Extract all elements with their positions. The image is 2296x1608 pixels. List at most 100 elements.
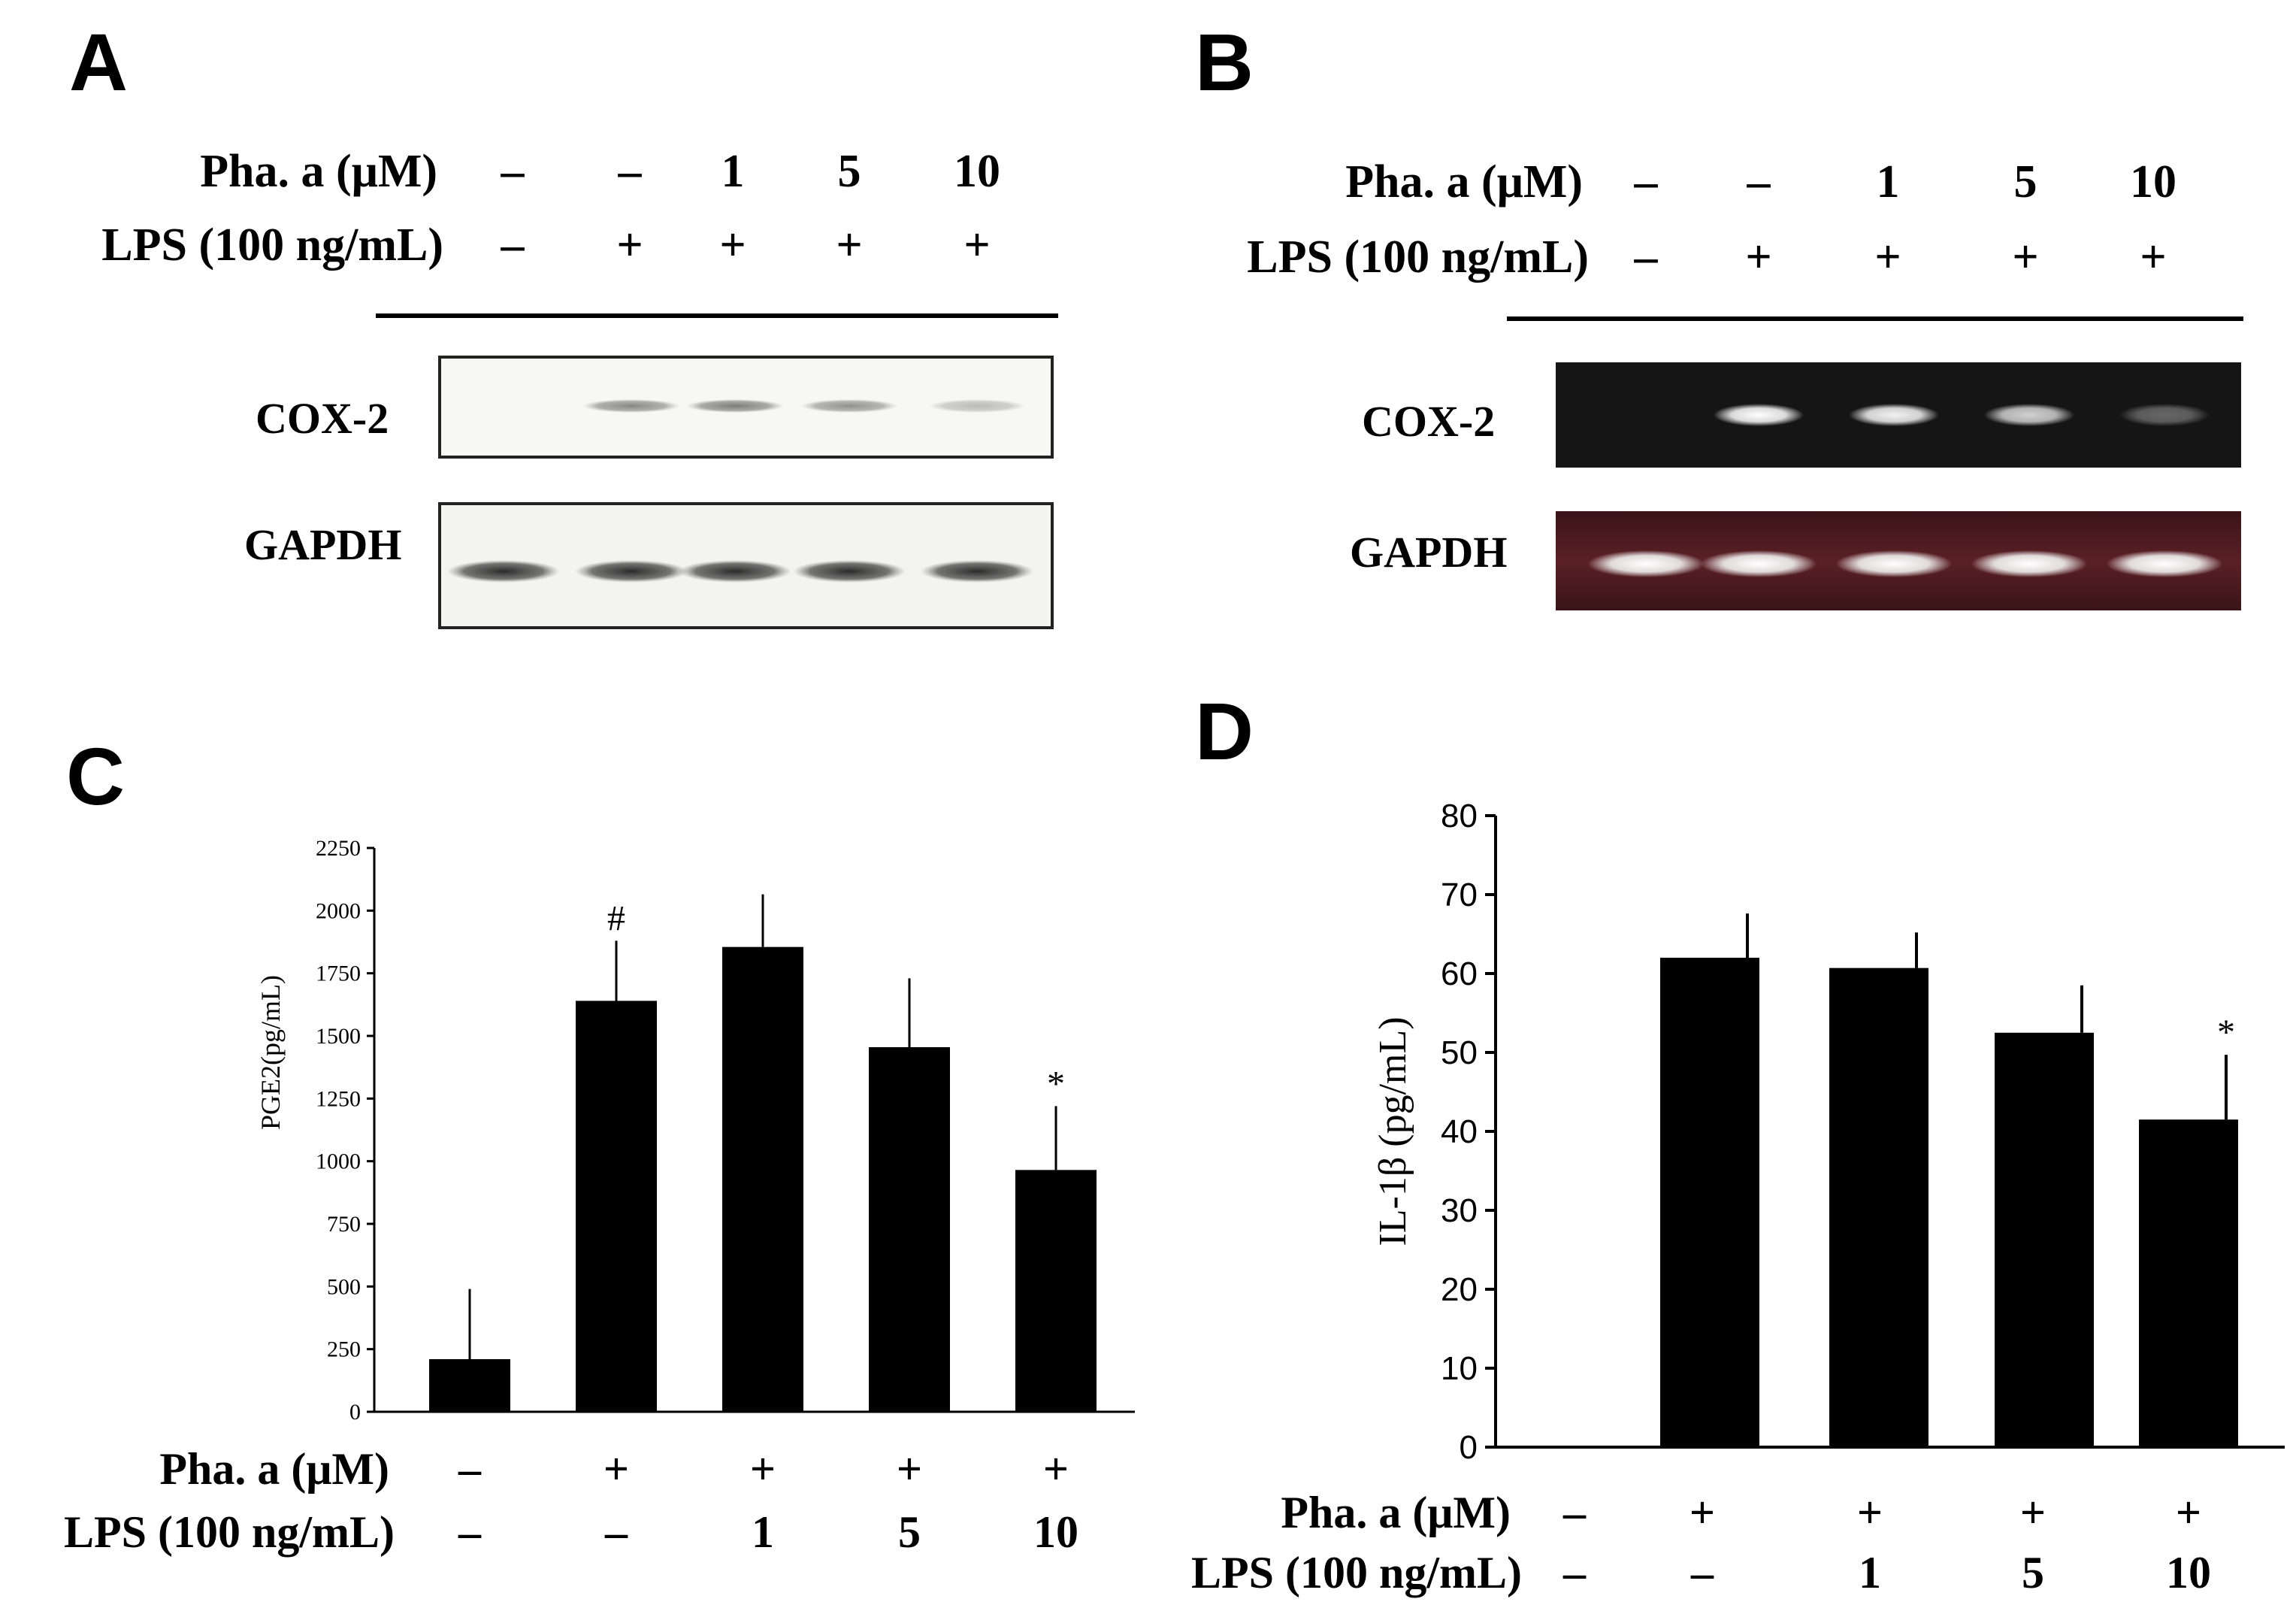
chart-c-bar-4 <box>1015 1170 1097 1412</box>
chart-c-ytick-label-0: 0 <box>349 1400 361 1425</box>
panel-label-d: D <box>1195 686 1254 777</box>
chart-d-bar-3 <box>2139 1119 2238 1447</box>
chart-d-row1-label: Pha. a (μM) <box>1281 1488 1511 1537</box>
blot-a-gapdh-bands <box>447 560 1033 583</box>
blot-b-cox2-band-3 <box>1984 404 2074 426</box>
blot-a-cox2-band-3 <box>800 399 898 413</box>
chart-c-row1-value-0: – <box>458 1444 482 1494</box>
blot-b-gapdh-band-3 <box>1971 550 2088 577</box>
chart-c-ytick-label-3: 750 <box>327 1212 361 1237</box>
chart-c-annotation-4: * <box>1047 1064 1065 1104</box>
blot-b-row1-label: Pha. a (μM) <box>1345 156 1583 207</box>
chart-d: 0 10 20 30 40 50 60 70 80 IL-1β (pg/mL) * Pha. a (μ… <box>1191 798 2285 1597</box>
blot-a-gapdh-band-1 <box>575 560 688 583</box>
chart-d-row1-value-2: + <box>1857 1488 1883 1537</box>
blot-b-gapdh-band-4 <box>2106 550 2223 577</box>
chart-d-ytick-label-2: 20 <box>1441 1271 1478 1308</box>
blot-a-row1-value-2: 1 <box>721 146 745 197</box>
chart-c-row1-value-1: + <box>603 1444 629 1494</box>
blot-b-row2-value-2: + <box>1874 232 1901 283</box>
blot-b-row2-label: LPS (100 ng/mL) <box>1247 232 1589 283</box>
blot-a-row1-label: Pha. a (μM) <box>200 146 437 197</box>
blot-a-row1-value-1: – <box>618 146 643 197</box>
chart-c-bar-1 <box>576 1001 657 1412</box>
blot-b-row1-value-4: 10 <box>2130 156 2177 207</box>
chart-d-row1-value-1: + <box>1689 1488 1715 1537</box>
chart-d-row2-value-4: 10 <box>2166 1548 2211 1597</box>
chart-d-row2-value-0: – <box>1562 1548 1587 1597</box>
blot-a-row2-value-4: + <box>963 220 990 271</box>
chart-c-bar-0 <box>429 1359 510 1412</box>
blot-a-row2-value-3: + <box>836 220 862 271</box>
chart-d-row2-value-3: 5 <box>2022 1548 2044 1597</box>
blot-a-cox2-band-1 <box>582 399 680 413</box>
blot-b-cox2-band-2 <box>1849 404 1939 426</box>
blot-b-row2-value-1: + <box>1745 232 1771 283</box>
blot-b-row1-value-0: – <box>1634 156 1659 207</box>
panel-b: B Pha. a (μM) LPS (100 ng/mL) – – 1 5 10 – + +… <box>1195 17 2243 610</box>
chart-d-ytick-label-6: 60 <box>1441 955 1478 992</box>
chart-c-ytick-label-5: 1250 <box>316 1086 361 1111</box>
blot-a-row2-value-0: – <box>501 220 525 271</box>
chart-d-ytick-label-0: 0 <box>1460 1429 1478 1466</box>
blot-a-row2-values: – + + + + <box>501 220 991 271</box>
chart-d-ytick-label-5: 50 <box>1441 1034 1478 1071</box>
chart-d-row1-value-4: + <box>2176 1488 2201 1537</box>
panel-label-b: B <box>1195 17 1254 108</box>
chart-c-ytick-label-9: 2250 <box>316 836 361 861</box>
blot-a-row1-value-0: – <box>501 146 525 197</box>
blot-b-row2-value-4: + <box>2140 232 2166 283</box>
panel-a: A Pha. a (μM) LPS (100 ng/mL) – – 1 5 10 – + +… <box>69 17 1058 629</box>
blot-a-cox2-band-4 <box>928 399 1026 413</box>
chart-c-ytick-label-8: 2000 <box>316 898 361 923</box>
chart-d-ytick-label-3: 30 <box>1441 1192 1478 1229</box>
blot-a-row2-label: LPS (100 ng/mL) <box>101 220 443 271</box>
blot-a-gapdh-band-2 <box>679 560 791 583</box>
chart-c-row2-value-4: 10 <box>1033 1507 1078 1557</box>
panel-label-c: C <box>66 731 125 822</box>
chart-d-row2-value-1: – <box>1690 1548 1714 1597</box>
blot-a-cox2-bands <box>582 399 1026 413</box>
chart-c-ytick-label-1: 250 <box>327 1337 361 1362</box>
chart-c-row2-value-2: 1 <box>752 1507 774 1557</box>
chart-d-bar-2 <box>1995 1032 2094 1447</box>
blot-b-cox2-band-4 <box>2119 404 2210 426</box>
blot-b-row1-value-1: – <box>1747 156 1771 207</box>
blot-b-gapdh-band-2 <box>1835 550 1953 577</box>
panel-label-a: A <box>69 17 128 108</box>
chart-d-y-axis-label: IL-1β (pg/mL) <box>1372 1016 1414 1246</box>
chart-c-row1-value-4: + <box>1043 1444 1069 1494</box>
chart-c-row2-value-1: – <box>604 1507 628 1557</box>
chart-c-y-axis-label: PGE2(pg/mL) <box>256 975 286 1130</box>
chart-c-row2-value-3: 5 <box>898 1507 921 1557</box>
chart-d-row1-value-0: – <box>1562 1488 1587 1537</box>
chart-c-row1-label: Pha. a (μM) <box>159 1444 389 1494</box>
chart-c-ytick-label-6: 1500 <box>316 1024 361 1049</box>
chart-d-ytick-label-1: 10 <box>1441 1350 1478 1387</box>
chart-c-annotation-1: # <box>607 898 625 938</box>
chart-c-bar-3 <box>869 1047 950 1412</box>
chart-c-row1-value-3: + <box>897 1444 922 1494</box>
blot-a-row1-value-3: 5 <box>838 146 861 197</box>
blot-b-band1-label: COX-2 <box>1362 397 1495 446</box>
chart-d-bar-0 <box>1660 958 1759 1447</box>
chart-c-ytick-label-2: 500 <box>327 1274 361 1299</box>
blot-b-row1-value-2: 1 <box>1877 156 1900 207</box>
chart-c-row1-value-2: + <box>750 1444 776 1494</box>
blot-a-row1-values: – – 1 5 10 <box>501 146 1001 197</box>
panel-d: D 0 10 20 30 40 50 60 70 80 IL-1β (pg/mL) * Pha. a … <box>1191 686 2285 1597</box>
chart-c-row2-value-0: – <box>458 1507 482 1557</box>
blot-b-gapdh-bands <box>1587 550 2223 577</box>
blot-a-gapdh-band-3 <box>793 560 906 583</box>
blot-b-cox2-bands <box>1714 404 2210 426</box>
chart-d-row2-label: LPS (100 ng/mL) <box>1191 1548 1522 1597</box>
blot-a-row2-value-1: + <box>616 220 643 271</box>
chart-d-ytick-label-7: 70 <box>1441 877 1478 913</box>
blot-a-row2-value-2: + <box>719 220 746 271</box>
blot-b-row2-values: – + + + + <box>1634 232 2167 283</box>
chart-d-annotation-3: * <box>2217 1013 2235 1052</box>
blot-a-band1-label: COX-2 <box>256 394 389 443</box>
blot-a-gapdh-band-0 <box>447 560 560 583</box>
blot-b-gapdh-band-1 <box>1700 550 1817 577</box>
